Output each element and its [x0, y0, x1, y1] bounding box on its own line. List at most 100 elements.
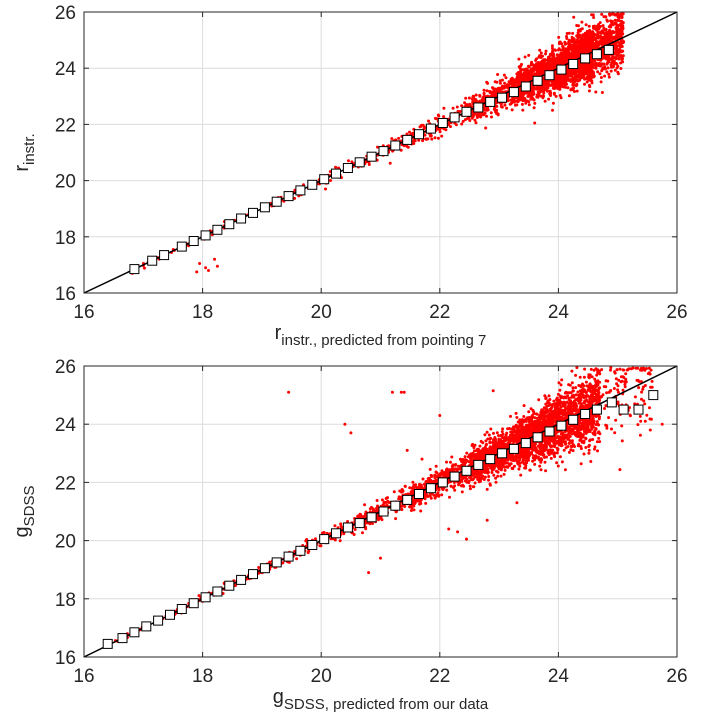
data-point: [604, 28, 608, 31]
median-marker: [485, 96, 496, 107]
data-point: [460, 104, 464, 108]
data-point: [585, 42, 589, 46]
data-point: [502, 472, 506, 476]
data-point: [607, 72, 611, 76]
data-point: [340, 526, 344, 530]
data-point: [612, 56, 616, 59]
data-point: [508, 102, 512, 106]
data-point: [400, 488, 404, 491]
data-point: [376, 518, 380, 522]
data-point: [413, 501, 417, 505]
data-point: [532, 106, 536, 110]
data-point: [428, 493, 432, 497]
data-point: [561, 45, 565, 49]
data-point: [552, 55, 555, 59]
data-point: [534, 87, 538, 91]
data-point: [419, 502, 423, 505]
data-point: [492, 473, 496, 477]
data-point: [409, 505, 413, 509]
data-point: [579, 69, 583, 73]
data-point: [491, 87, 495, 90]
data-point: [486, 106, 489, 110]
data-point: [587, 24, 591, 28]
data-point: [602, 26, 606, 30]
data-point: [368, 522, 372, 526]
data-point: [588, 65, 592, 69]
data-point: [569, 88, 573, 92]
data-point: [613, 42, 617, 46]
data-point: [521, 91, 525, 95]
outlier-point: [215, 264, 219, 268]
y-tick-label: 22: [55, 115, 76, 136]
data-point: [545, 83, 548, 87]
data-point: [434, 470, 438, 474]
data-point: [463, 455, 467, 459]
data-point: [445, 460, 448, 464]
median-marker: [188, 236, 199, 246]
data-point: [559, 79, 563, 83]
data-point: [620, 21, 624, 25]
data-point: [502, 86, 506, 90]
data-point: [509, 98, 513, 102]
data-point: [379, 515, 383, 519]
data-point: [490, 91, 494, 95]
data-point: [617, 47, 621, 51]
data-point: [614, 44, 617, 48]
data-point: [557, 58, 561, 62]
data-point: [446, 468, 450, 472]
data-point: [314, 537, 317, 541]
data-point: [613, 18, 617, 22]
data-point: [616, 18, 619, 22]
data-point: [596, 25, 599, 29]
data-point: [442, 106, 446, 110]
data-point: [449, 460, 452, 464]
data-point: [527, 53, 531, 57]
data-point: [535, 95, 539, 99]
data-point: [606, 33, 610, 37]
data-point: [434, 464, 438, 468]
median-marker: [520, 81, 531, 92]
data-point: [468, 119, 472, 122]
data-point: [579, 76, 583, 80]
data-point: [347, 159, 350, 163]
data-point: [435, 117, 438, 121]
data-point: [593, 59, 597, 63]
data-point: [501, 78, 504, 82]
data-point: [550, 79, 554, 83]
data-point: [571, 31, 575, 35]
data-point: [538, 48, 542, 52]
data-point: [364, 525, 368, 529]
data-point: [550, 46, 554, 50]
data-point: [568, 52, 571, 55]
data-point: [567, 72, 571, 76]
data-point: [563, 48, 567, 52]
data-point: [568, 78, 571, 82]
data-point: [615, 62, 619, 66]
data-point: [621, 27, 625, 31]
data-point: [530, 96, 534, 100]
data-point: [605, 70, 609, 74]
x-tick-label: 20: [311, 302, 332, 323]
data-point: [590, 13, 594, 17]
y-tick-label: 26: [55, 3, 76, 24]
data-point: [412, 139, 416, 143]
data-point: [440, 471, 444, 475]
data-point: [384, 497, 388, 500]
data-point: [403, 505, 407, 508]
outlier-point: [204, 266, 208, 270]
data-point: [580, 27, 584, 31]
data-point: [409, 490, 413, 494]
data-point: [421, 139, 425, 143]
data-point: [597, 42, 601, 46]
data-point: [588, 62, 592, 66]
data-point: [571, 52, 575, 56]
data-point: [621, 49, 625, 53]
data-point: [440, 134, 444, 138]
data-point: [598, 34, 602, 38]
data-point: [473, 118, 477, 122]
data-point: [352, 533, 356, 536]
data-point: [596, 70, 600, 74]
data-point: [551, 63, 555, 67]
data-point: [582, 45, 586, 49]
